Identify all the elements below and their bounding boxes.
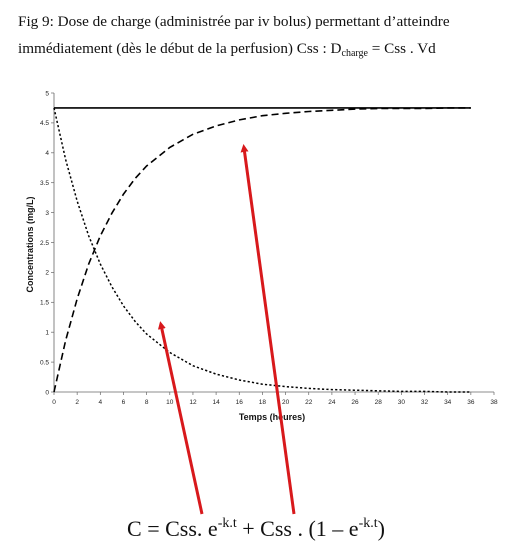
x-tick-label: 12 <box>189 399 197 406</box>
formula-exponent-2: -k.t <box>358 516 378 531</box>
formula-part-3: ) <box>377 516 385 541</box>
x-tick-label: 34 <box>444 399 452 406</box>
annotation-arrows <box>157 144 296 515</box>
x-tick-label: 24 <box>328 399 336 406</box>
series-line-dotted <box>53 107 471 393</box>
x-tick-label: 4 <box>99 399 103 406</box>
formula-exponent-1: -k.t <box>217 516 237 531</box>
caption-line-2-suffix: = Css . Vd <box>367 40 436 57</box>
formula-part-1: C = Css. e <box>127 516 218 541</box>
x-tick-label: 10 <box>166 399 174 406</box>
formula-part-2: + Css . (1 – e <box>236 516 359 541</box>
y-tick-label: 2 <box>45 270 49 277</box>
figure-caption: Fig 9: Dose de charge (administrée par i… <box>18 8 502 67</box>
y-tick-label: 5 <box>45 90 49 97</box>
x-tick-label: 2 <box>75 399 79 406</box>
x-tick-label: 38 <box>490 399 498 406</box>
y-tick-label: 4 <box>45 150 49 157</box>
x-tick-label: 30 <box>398 399 406 406</box>
y-axis-title: Concentrations (mg/L) <box>25 196 35 292</box>
x-tick-label: 32 <box>421 399 429 406</box>
y-tick-label: 4.5 <box>40 120 49 127</box>
x-tick-label: 20 <box>282 399 290 406</box>
x-tick-label: 28 <box>375 399 383 406</box>
x-tick-label: 6 <box>122 399 126 406</box>
arrow-to-decay-curve <box>157 321 204 515</box>
x-tick-label: 8 <box>145 399 149 406</box>
y-tick-label: 3.5 <box>40 180 49 187</box>
x-tick-label: 16 <box>236 399 244 406</box>
y-tick-label: 1.5 <box>40 300 49 307</box>
caption-line-2-prefix: immédiatement (dès le début de la perfus… <box>18 40 342 57</box>
y-tick-label: 3 <box>45 210 49 217</box>
formula: C = Css. e-k.t + Css . (1 – e-k.t) <box>0 516 512 542</box>
x-tick-label: 0 <box>52 399 56 406</box>
series-line-dashed <box>53 107 471 393</box>
x-tick-label: 14 <box>212 399 220 406</box>
y-tick-label: 1 <box>45 330 49 337</box>
y-tick-label: 0.5 <box>40 359 49 366</box>
y-tick-label: 2.5 <box>40 240 49 247</box>
x-tick-label: 36 <box>467 399 475 406</box>
plot-area: 0 2 4 6 8 10 12 14 16 18 20 22 24 26 28 30 32 34 36 3800.51… <box>25 90 498 422</box>
caption-line-2: immédiatement (dès le début de la perfus… <box>18 35 502 67</box>
x-tick-label: 26 <box>351 399 359 406</box>
x-axis-title: Temps (heures) <box>239 412 305 422</box>
arrow-to-accumulation-curve <box>240 144 296 515</box>
x-tick-label: 22 <box>305 399 313 406</box>
x-tick-label: 18 <box>259 399 267 406</box>
caption-line-1: Fig 9: Dose de charge (administrée par i… <box>18 13 450 30</box>
caption-subscript: charge <box>341 48 368 59</box>
y-tick-label: 0 <box>45 389 49 396</box>
